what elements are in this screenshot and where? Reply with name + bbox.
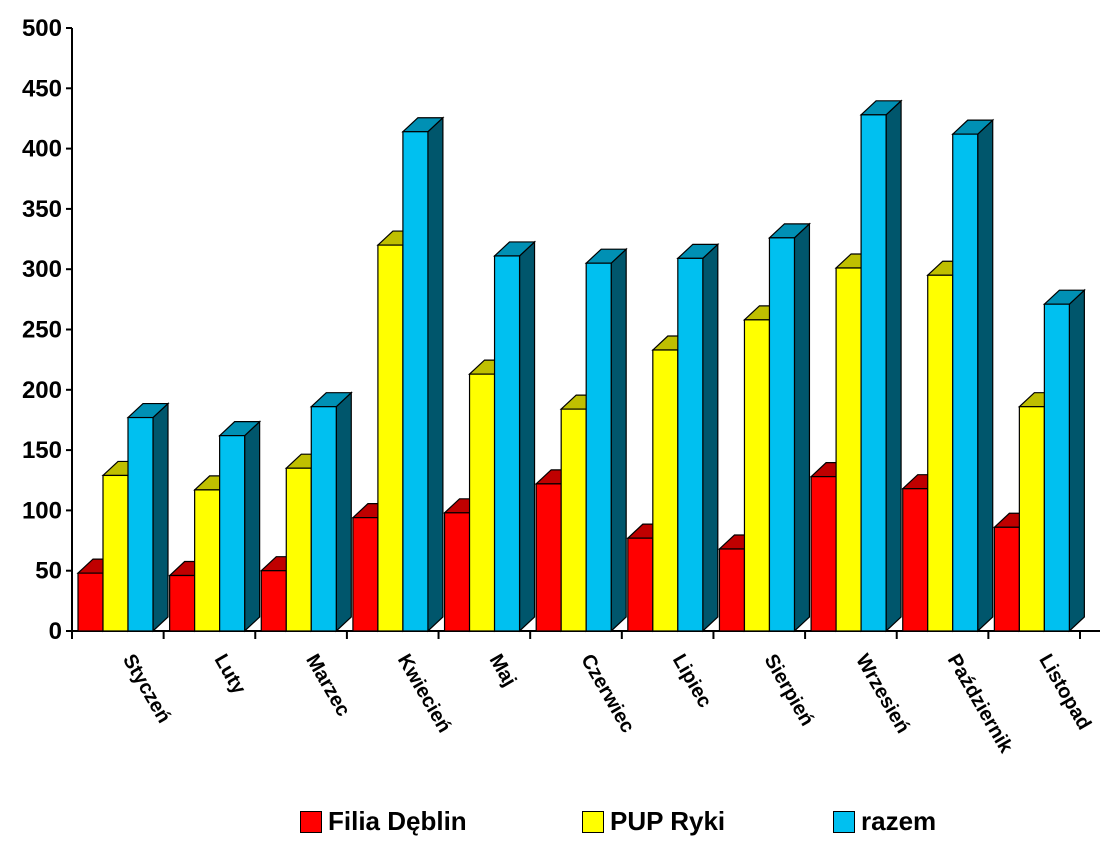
bar-razem-czerwiec (584, 247, 628, 633)
x-category-label-maj: Maj (485, 651, 521, 691)
legend-item-pup-ryki: PUP Ryki (582, 806, 725, 837)
bar-razem-kwiecien (401, 116, 445, 633)
y-tick-label: 400 (22, 136, 62, 163)
y-tick-label: 100 (22, 497, 62, 524)
x-category-label-listopad: Listopad (1034, 651, 1095, 734)
y-tick-label: 300 (22, 256, 62, 283)
y-tick-label: 500 (22, 15, 62, 42)
legend-label-pup-ryki: PUP Ryki (610, 806, 726, 836)
x-category-label-marzec: Marzec (301, 651, 354, 721)
bar-razem-sierpien (767, 222, 811, 633)
x-category-label-pazdziernik: Październik (943, 651, 1018, 758)
bar-razem-maj (493, 240, 537, 633)
y-tick-label: 350 (22, 196, 62, 223)
bar-razem-luty (218, 420, 262, 633)
x-category-label-czerwiec: Czerwiec (576, 651, 638, 737)
y-tick-label: 450 (22, 75, 62, 102)
legend-label-razem: razem (861, 806, 937, 836)
legend-swatch-razem (833, 810, 855, 833)
x-category-label-styczen: Styczeń (118, 651, 175, 727)
bar-razem-styczen (126, 402, 170, 633)
bar-razem-listopad (1042, 288, 1086, 633)
chart-area: 0 50 100 150 200 250 300 350 400 450 500 Styczeń Lut… (22, 15, 1100, 758)
legend-swatch-filia-deblin (300, 810, 322, 833)
legend: Filia Dęblin PUP Ryki razem (0, 800, 1113, 840)
y-tick-label: 150 (22, 437, 62, 464)
x-category-label-wrzesien: Wrzesień (851, 651, 914, 738)
x-category-label-lipiec: Lipiec (668, 651, 716, 712)
x-category-label-sierpien: Sierpień (760, 651, 819, 730)
y-tick-label: 0 (49, 618, 62, 645)
bar-razem-marzec (309, 391, 353, 633)
legend-label-filia-deblin: Filia Dęblin (328, 806, 467, 836)
legend-item-razem: razem (833, 806, 936, 837)
bar-razem-pazdziernik (951, 118, 995, 633)
bar-razem-lipiec (676, 242, 720, 633)
bars (76, 99, 1086, 633)
x-category-label-kwiecien: Kwiecień (393, 651, 455, 737)
legend-item-filia-deblin: Filia Dęblin (300, 806, 467, 837)
x-category-label-luty: Luty (210, 651, 251, 699)
bar-razem-wrzesien (859, 99, 903, 633)
legend-swatch-pup-ryki (582, 810, 604, 833)
y-tick-label: 50 (35, 558, 62, 585)
y-tick-label: 250 (22, 317, 62, 344)
y-tick-label: 200 (22, 377, 62, 404)
